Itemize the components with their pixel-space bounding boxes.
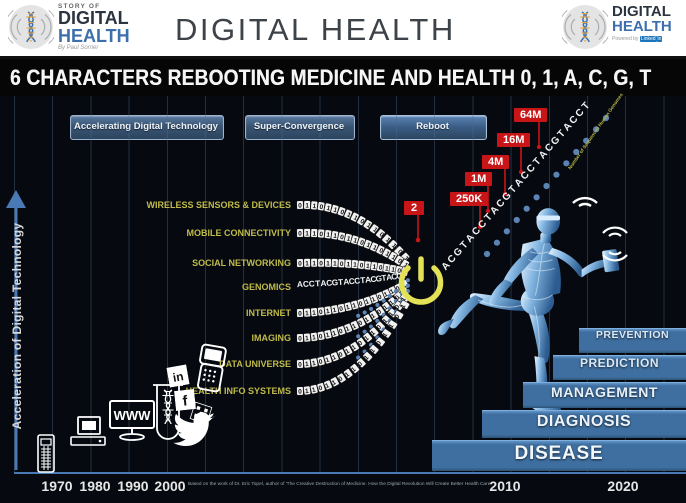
svg-text:in: in: [172, 369, 185, 385]
svg-text:WWW: WWW: [114, 408, 152, 423]
